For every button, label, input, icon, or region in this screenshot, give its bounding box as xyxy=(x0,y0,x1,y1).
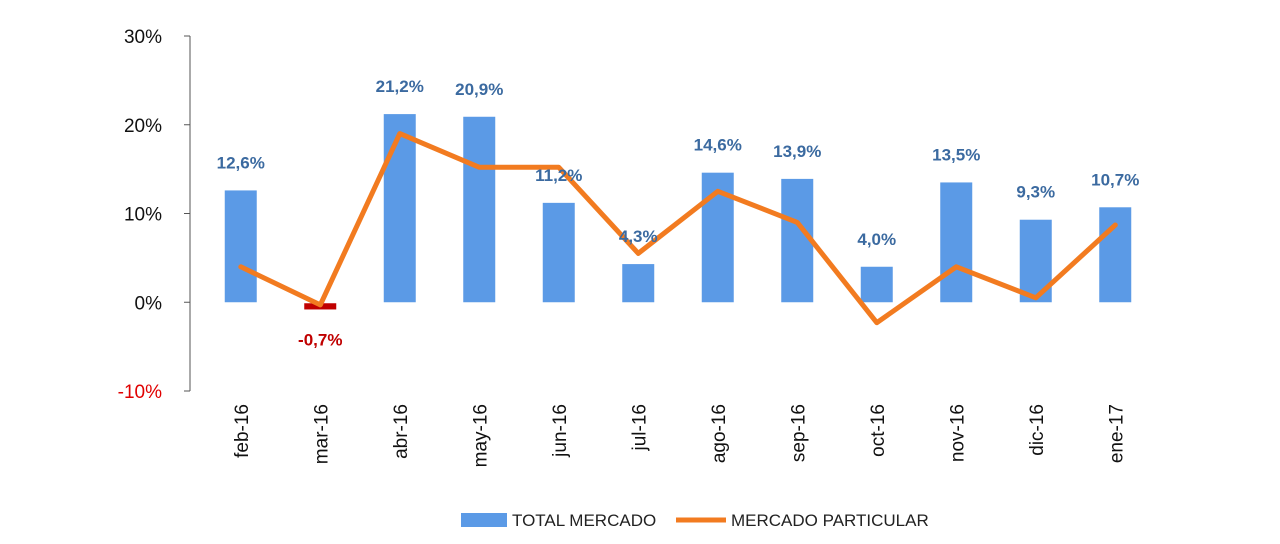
x-tick-label: jun-16 xyxy=(550,404,571,458)
data-label-jun-16: 11,2% xyxy=(535,166,582,185)
data-labels: 12,6% -0,7% 21,2% 20,9% 11,2% 4,3% 14,6% 13,9% 4… xyxy=(217,77,1140,349)
bar-ene-17 xyxy=(1099,207,1132,303)
y-tick-label: 0% xyxy=(135,293,163,314)
data-label-sep-16: 13,9% xyxy=(773,142,821,161)
x-tick-label: feb-16 xyxy=(232,404,253,458)
line-mercado-particular xyxy=(238,131,1118,326)
data-label-dic-16: 9,3% xyxy=(1016,183,1055,202)
bar-may-16 xyxy=(463,116,496,303)
y-tick-label: 30% xyxy=(124,27,162,48)
bar-feb-16 xyxy=(224,190,257,303)
y-axis: -10% 0% 10% 20% 30% xyxy=(118,27,191,403)
y-tick-label: 20% xyxy=(124,116,162,137)
x-tick-label: nov-16 xyxy=(947,404,968,462)
x-tick-label: dic-16 xyxy=(1027,404,1048,456)
bar-nov-16 xyxy=(940,182,973,303)
y-tick-label: 10% xyxy=(124,205,162,226)
x-tick-label: mar-16 xyxy=(311,404,332,464)
data-label-may-16: 20,9% xyxy=(455,80,503,99)
legend-label-total-mercado: TOTAL MERCADO xyxy=(512,511,656,530)
legend-label-mercado-particular: MERCADO PARTICULAR xyxy=(731,511,929,530)
data-label-ago-16: 14,6% xyxy=(694,136,742,155)
bars xyxy=(224,114,1132,310)
x-tick-label: ene-17 xyxy=(1106,404,1127,463)
x-tick-label: jul-16 xyxy=(629,404,650,451)
legend: TOTAL MERCADO MERCADO PARTICULAR xyxy=(461,511,929,530)
y-tick-label: -10% xyxy=(118,382,162,403)
x-tick-label: oct-16 xyxy=(868,404,889,457)
data-label-jul-16: 4,3% xyxy=(619,227,658,246)
data-label-nov-16: 13,5% xyxy=(932,145,980,164)
data-label-abr-16: 21,2% xyxy=(376,77,424,96)
bar-sep-16 xyxy=(781,178,814,303)
x-tick-label: abr-16 xyxy=(391,404,412,459)
bar-abr-16 xyxy=(383,114,416,303)
x-axis: feb-16 mar-16 abr-16 may-16 jun-16 jul-16 ago-… xyxy=(232,404,1128,467)
legend-swatch-total-mercado xyxy=(461,513,507,527)
data-label-mar-16: -0,7% xyxy=(298,330,342,349)
bar-oct-16 xyxy=(860,266,893,303)
data-label-oct-16: 4,0% xyxy=(857,230,896,249)
line-series xyxy=(238,131,1118,326)
x-tick-label: sep-16 xyxy=(788,404,809,462)
bar-jul-16 xyxy=(622,264,655,303)
x-tick-label: ago-16 xyxy=(709,404,730,463)
data-label-feb-16: 12,6% xyxy=(217,153,265,172)
x-tick-label: may-16 xyxy=(470,404,491,467)
bar-jun-16 xyxy=(542,202,575,303)
data-label-ene-17: 10,7% xyxy=(1091,170,1139,189)
